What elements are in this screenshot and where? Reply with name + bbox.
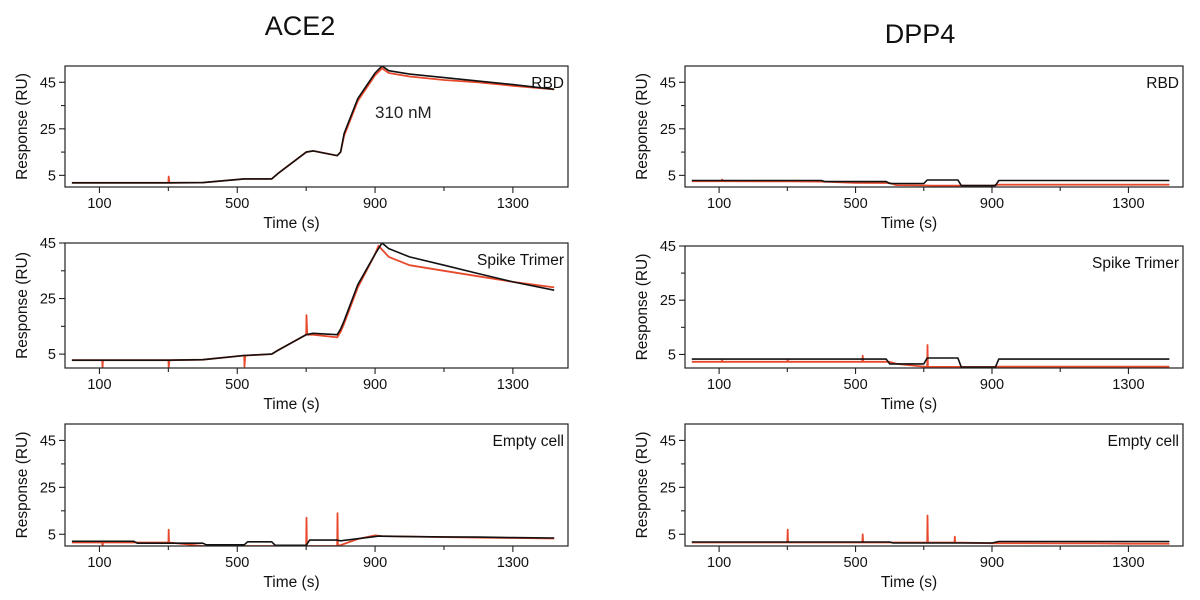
dpp4-empty-cell-y-tick-label: 5	[668, 527, 676, 543]
dpp4-rbd-y-tick-label: 25	[660, 122, 676, 138]
ace2-rbd-y-tick-label: 45	[40, 75, 56, 91]
ace2-rbd-x-tick-label: 1300	[497, 196, 529, 212]
dpp4-spike-trimer-x-tick-label: 1300	[1112, 377, 1144, 393]
dpp4-spike-trimer-x-tick-label: 900	[980, 377, 1004, 393]
dpp4-rbd-y-tick-label: 45	[660, 75, 676, 91]
ace2-empty-cell-y-tick-label: 25	[40, 480, 56, 496]
ace2-rbd-y-tick-label: 25	[40, 122, 56, 138]
ace2-spike-trimer-panel-label: Spike Trimer	[477, 252, 564, 269]
dpp4-empty-cell-x-tick-label: 1300	[1112, 555, 1144, 571]
dpp4-spike-trimer-panel: 100 500 900 1300 5 25 45 Time (s) Response (RU) S…	[634, 239, 1184, 413]
ace2-spike-trimer-plot-frame	[64, 242, 569, 369]
ace2-empty-cell-y-axis-label: Response (RU)	[14, 432, 31, 539]
ace2-empty-cell-panel: 100 500 900 1300 5 25 45 Time (s) Response (RU) E…	[14, 423, 569, 591]
dpp4-empty-cell-measured-line	[691, 514, 1170, 545]
dpp4-empty-cell-x-tick-label: 500	[843, 555, 867, 571]
dpp4-rbd-x-axis-label: Time (s)	[881, 215, 937, 232]
dpp4-spike-trimer-measured-line	[691, 344, 1170, 368]
ace2-empty-cell-y-tick-label: 5	[48, 527, 56, 543]
ace2-spike-trimer-panel: 100 500 900 1300 5 25 45 Time (s) Response (RU) S…	[14, 236, 569, 413]
dpp4-rbd-plot-frame	[684, 65, 1184, 188]
ace2-rbd-x-tick-label: 900	[363, 196, 387, 212]
dpp4-spike-trimer-y-tick-label: 5	[668, 347, 676, 363]
ace2-empty-cell-fit-line	[71, 535, 555, 546]
ace2-spike-trimer-y-tick-label: 5	[48, 347, 56, 363]
dpp4-empty-cell-x-tick-label: 900	[980, 555, 1004, 571]
ace2-spike-trimer-x-tick-label: 500	[225, 377, 249, 393]
ace2-spike-trimer-x-axis-label: Time (s)	[263, 396, 319, 413]
dpp4-empty-cell-x-axis-label: Time (s)	[881, 574, 937, 591]
ace2-empty-cell-plot-frame	[64, 423, 569, 547]
dpp4-empty-cell-fit-line	[691, 540, 1170, 544]
ace2-rbd-y-axis-label: Response (RU)	[14, 73, 31, 180]
ace2-rbd-measured-line	[71, 67, 555, 184]
ace2-rbd-concentration-annotation: 310 nM	[375, 103, 432, 122]
ace2-empty-cell-x-axis-label: Time (s)	[263, 574, 319, 591]
dpp4-empty-cell-y-tick-label: 25	[660, 480, 676, 496]
ace2-spike-trimer-fit-line	[71, 243, 555, 361]
dpp4-spike-trimer-plot-frame	[684, 245, 1184, 369]
dpp4-rbd-fit-line	[691, 179, 1170, 187]
ace2-empty-cell-panel-label: Empty cell	[493, 433, 565, 450]
dpp4-spike-trimer-x-axis-label: Time (s)	[881, 396, 937, 413]
dpp4-rbd-panel-label: RBD	[1146, 75, 1179, 92]
ace2-spike-trimer-y-tick-label: 45	[40, 236, 56, 252]
dpp4-rbd-y-tick-label: 5	[668, 168, 676, 184]
ace2-empty-cell-x-tick-label: 1300	[497, 555, 529, 571]
dpp4-spike-trimer-y-tick-label: 45	[660, 239, 676, 255]
ace2-spike-trimer-y-tick-label: 25	[40, 292, 56, 308]
ace2-empty-cell-x-tick-label: 100	[87, 555, 111, 571]
dpp4-empty-cell-y-tick-label: 45	[660, 433, 676, 449]
dpp4-rbd-y-axis-label: Response (RU)	[634, 73, 651, 180]
dpp4-spike-trimer-x-tick-label: 500	[843, 377, 867, 393]
dpp4-empty-cell-y-axis-label: Response (RU)	[634, 432, 651, 539]
ace2-empty-cell-x-tick-label: 500	[225, 555, 249, 571]
dpp4-rbd-x-tick-label: 1300	[1112, 196, 1144, 212]
dpp4-spike-trimer-y-tick-label: 25	[660, 293, 676, 309]
ace2-spike-trimer-x-tick-label: 100	[87, 377, 111, 393]
dpp4-spike-trimer-x-tick-label: 100	[707, 377, 731, 393]
panels-group: 100 500 900 1300 5 25 45 Time (s) Response (RU) R…	[14, 65, 1184, 591]
ace2-empty-cell-x-tick-label: 900	[363, 555, 387, 571]
dpp4-column-title: DPP4	[885, 19, 956, 49]
dpp4-rbd-x-tick-label: 500	[843, 196, 867, 212]
ace2-rbd-plot-frame	[64, 65, 569, 188]
ace2-spike-trimer-x-tick-label: 1300	[497, 377, 529, 393]
ace2-rbd-y-tick-label: 5	[48, 168, 56, 184]
dpp4-spike-trimer-fit-line	[691, 357, 1170, 368]
dpp4-empty-cell-panel-label: Empty cell	[1108, 433, 1180, 450]
dpp4-empty-cell-x-tick-label: 100	[707, 555, 731, 571]
dpp4-empty-cell-panel: 100 500 900 1300 5 25 45 Time (s) Response (RU) E…	[634, 423, 1184, 591]
ace2-spike-trimer-x-tick-label: 900	[363, 377, 387, 393]
dpp4-rbd-x-tick-label: 100	[707, 196, 731, 212]
ace2-rbd-panel-label: RBD	[531, 75, 564, 92]
ace2-rbd-fit-line	[71, 66, 555, 184]
dpp4-rbd-x-tick-label: 900	[980, 196, 1004, 212]
ace2-spike-trimer-y-axis-label: Response (RU)	[14, 252, 31, 359]
dpp4-empty-cell-plot-frame	[684, 423, 1184, 547]
ace2-empty-cell-y-tick-label: 45	[40, 433, 56, 449]
ace2-rbd-x-axis-label: Time (s)	[263, 215, 319, 232]
dpp4-spike-trimer-y-axis-label: Response (RU)	[634, 254, 651, 361]
ace2-rbd-x-tick-label: 100	[87, 196, 111, 212]
dpp4-rbd-panel: 100 500 900 1300 5 25 45 Time (s) Response (RU) R…	[634, 65, 1184, 232]
ace2-column-title: ACE2	[265, 11, 336, 41]
dpp4-spike-trimer-panel-label: Spike Trimer	[1092, 255, 1179, 272]
ace2-rbd-panel: 100 500 900 1300 5 25 45 Time (s) Response (RU) R…	[14, 65, 569, 232]
ace2-rbd-x-tick-label: 500	[225, 196, 249, 212]
